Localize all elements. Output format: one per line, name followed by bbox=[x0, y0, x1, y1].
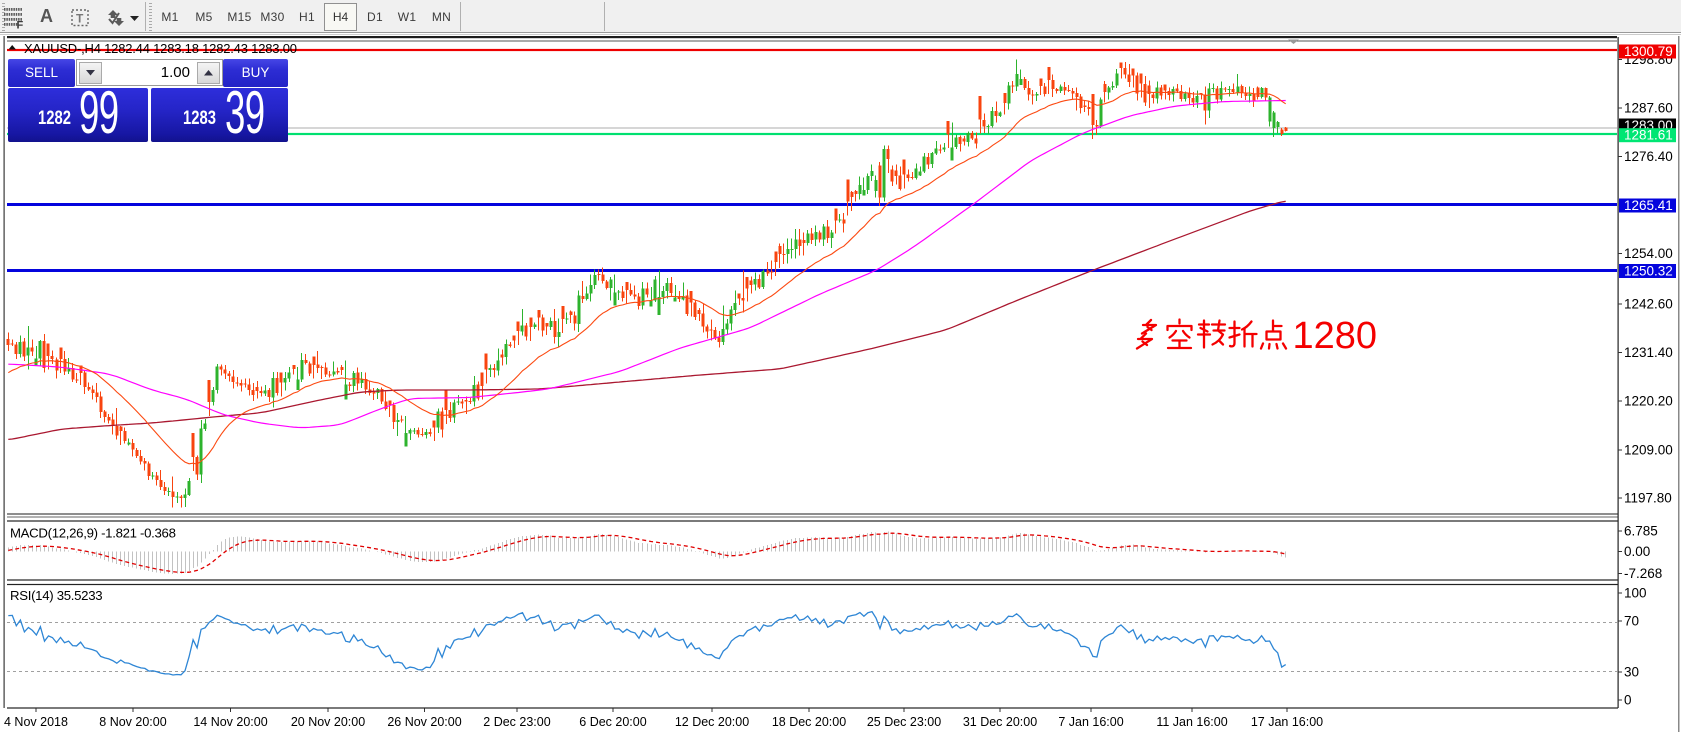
svg-text:1276.40: 1276.40 bbox=[1624, 149, 1673, 164]
svg-text:26 Nov 20:00: 26 Nov 20:00 bbox=[387, 715, 461, 729]
svg-text:31 Dec 20:00: 31 Dec 20:00 bbox=[963, 715, 1037, 729]
svg-text:17 Jan 16:00: 17 Jan 16:00 bbox=[1251, 715, 1323, 729]
svg-text:6.785: 6.785 bbox=[1624, 524, 1658, 539]
svg-text:6 Dec 20:00: 6 Dec 20:00 bbox=[579, 715, 646, 729]
svg-text:1280: 1280 bbox=[1293, 315, 1378, 357]
svg-text:MACD(12,26,9) -1.821 -0.368: MACD(12,26,9) -1.821 -0.368 bbox=[10, 526, 176, 541]
svg-text:100: 100 bbox=[1624, 586, 1647, 601]
svg-text:1250.32: 1250.32 bbox=[1624, 264, 1673, 279]
svg-text:RSI(14) 35.5233: RSI(14) 35.5233 bbox=[10, 588, 102, 603]
svg-text:1265.41: 1265.41 bbox=[1624, 198, 1673, 213]
svg-text:12 Dec 20:00: 12 Dec 20:00 bbox=[675, 715, 749, 729]
svg-text:20 Nov 20:00: 20 Nov 20:00 bbox=[291, 715, 365, 729]
svg-text:4 Nov 2018: 4 Nov 2018 bbox=[4, 715, 68, 729]
svg-text:8 Nov 20:00: 8 Nov 20:00 bbox=[99, 715, 166, 729]
svg-text:1287.60: 1287.60 bbox=[1624, 101, 1673, 116]
svg-text:70: 70 bbox=[1624, 614, 1639, 629]
svg-text:0.00: 0.00 bbox=[1624, 544, 1650, 559]
svg-text:0: 0 bbox=[1624, 693, 1632, 708]
svg-text:18 Dec 20:00: 18 Dec 20:00 bbox=[772, 715, 846, 729]
svg-text:XAUUSD-,H4 1282.44 1283.18 128: XAUUSD-,H4 1282.44 1283.18 1282.43 1283.… bbox=[24, 41, 297, 56]
svg-text:1300.79: 1300.79 bbox=[1624, 44, 1673, 59]
svg-text:25 Dec 23:00: 25 Dec 23:00 bbox=[867, 715, 941, 729]
svg-text:14 Nov 20:00: 14 Nov 20:00 bbox=[193, 715, 267, 729]
svg-text:T: T bbox=[76, 12, 84, 26]
svg-text:F: F bbox=[17, 20, 24, 30]
svg-text:11 Jan 16:00: 11 Jan 16:00 bbox=[1156, 715, 1227, 729]
svg-text:2 Dec 23:00: 2 Dec 23:00 bbox=[483, 715, 550, 729]
svg-text:1281.61: 1281.61 bbox=[1624, 128, 1673, 143]
svg-text:1231.40: 1231.40 bbox=[1624, 345, 1673, 360]
svg-text:1220.20: 1220.20 bbox=[1624, 394, 1673, 409]
svg-text:-7.268: -7.268 bbox=[1624, 566, 1662, 581]
svg-text:1209.00: 1209.00 bbox=[1624, 443, 1673, 458]
svg-text:1242.60: 1242.60 bbox=[1624, 297, 1673, 312]
svg-text:30: 30 bbox=[1624, 665, 1639, 680]
svg-text:1197.80: 1197.80 bbox=[1624, 491, 1672, 506]
svg-text:1254.00: 1254.00 bbox=[1624, 246, 1673, 261]
svg-text:7 Jan 16:00: 7 Jan 16:00 bbox=[1058, 715, 1123, 729]
